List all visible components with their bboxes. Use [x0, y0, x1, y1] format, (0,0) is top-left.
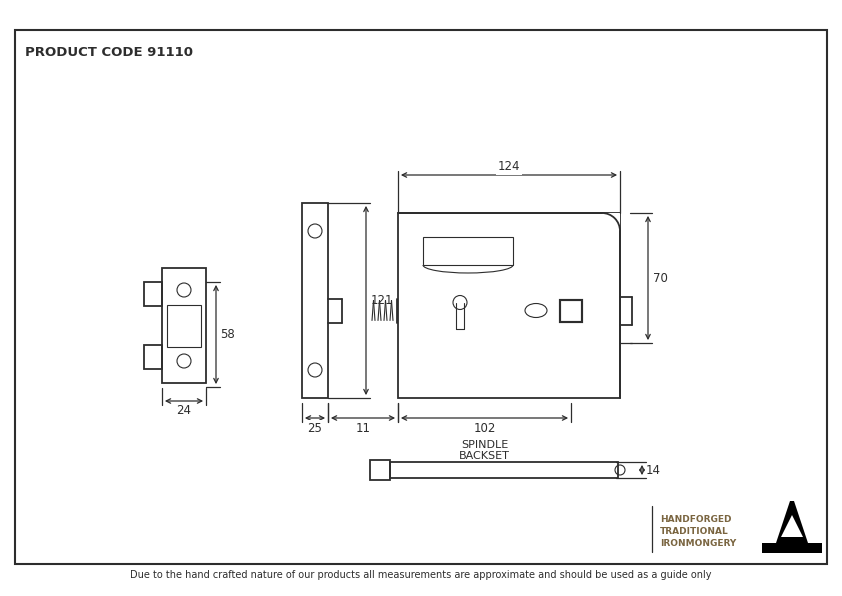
Bar: [398, 213, 620, 398]
Text: SPINDLE: SPINDLE: [461, 440, 508, 450]
Bar: [15, 30, 827, 564]
Text: PRODUCT CODE 91110: PRODUCT CODE 91110: [25, 46, 193, 59]
Text: 25: 25: [307, 421, 322, 434]
Text: 24: 24: [177, 405, 191, 418]
Text: 58: 58: [220, 328, 235, 341]
Bar: [144, 282, 162, 306]
Polygon shape: [781, 515, 803, 537]
Text: TRADITIONAL: TRADITIONAL: [660, 526, 728, 535]
Bar: [423, 237, 513, 265]
Bar: [167, 305, 201, 346]
Bar: [370, 460, 390, 480]
Bar: [602, 213, 620, 231]
Text: 14: 14: [646, 464, 661, 476]
Text: 70: 70: [653, 272, 668, 284]
Text: 11: 11: [355, 421, 370, 434]
Text: Due to the hand crafted nature of our products all measurements are approximate : Due to the hand crafted nature of our pr…: [131, 570, 711, 580]
Text: 121: 121: [371, 294, 393, 307]
Polygon shape: [762, 501, 822, 553]
Bar: [302, 203, 328, 398]
Bar: [560, 300, 582, 321]
Bar: [390, 462, 618, 478]
Text: 124: 124: [498, 160, 520, 173]
Bar: [144, 345, 162, 369]
Text: BACKSET: BACKSET: [459, 451, 510, 461]
Text: HANDFORGED: HANDFORGED: [660, 514, 732, 523]
Bar: [162, 268, 206, 383]
Text: 102: 102: [473, 421, 496, 434]
Text: IRONMONGERY: IRONMONGERY: [660, 539, 736, 548]
